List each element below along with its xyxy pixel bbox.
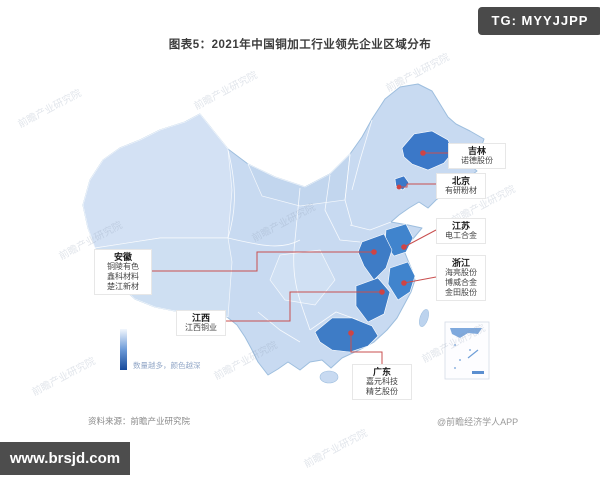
province-name: 广东 — [372, 367, 391, 377]
province-borders — [227, 119, 392, 343]
taiwan-island — [419, 309, 429, 327]
province-name: 吉林 — [467, 146, 486, 156]
label-guangdong: 广东 嘉元科技 精艺股份 — [352, 364, 412, 400]
province-zhejiang — [387, 261, 416, 301]
company-name: 嘉元科技 — [366, 377, 398, 386]
company-name: 海亮股份 — [445, 268, 477, 277]
marker-jiangsu — [401, 244, 407, 250]
label-jiangsu: 江苏 电工合金 — [436, 218, 486, 244]
company-name: 电工合金 — [445, 231, 477, 240]
marker-jilin — [420, 150, 426, 156]
marker-anhui — [371, 249, 377, 255]
marker-dots — [348, 150, 426, 336]
label-beijing: 北京 有研粉材 — [436, 173, 486, 199]
company-name: 博威合金 — [445, 278, 477, 287]
page-title: 图表5：2021年中国铜加工行业领先企业区域分布 — [168, 39, 432, 51]
company-name: 楚江新材 — [107, 282, 139, 291]
company-name: 江西铜业 — [185, 323, 217, 332]
province-guangdong — [314, 317, 379, 353]
legend-gradient-bar — [120, 329, 127, 370]
marker-guangdong — [348, 330, 354, 336]
province-name: 安徽 — [113, 252, 132, 262]
company-name: 金田股份 — [445, 288, 477, 297]
company-name: 有研粉材 — [445, 186, 477, 195]
credit-text: @前瞻经济学人APP — [437, 417, 519, 427]
connector-zhejiang — [403, 276, 437, 284]
connector-anhui — [150, 251, 374, 272]
connector-jiangxi — [222, 291, 382, 322]
connector-lines — [150, 152, 448, 366]
south-china-sea-inset — [444, 321, 490, 380]
marker-zhejiang — [401, 280, 407, 286]
province-anhui — [357, 233, 393, 281]
company-name: 鑫科材料 — [107, 272, 139, 281]
connector-jiangsu — [403, 229, 437, 248]
highlighted-provinces — [314, 130, 454, 353]
connector-beijing — [399, 183, 436, 188]
province-name: 浙江 — [451, 258, 470, 268]
label-anhui: 安徽 铜陵有色 鑫科材料 楚江新材 — [94, 249, 152, 295]
label-zhejiang: 浙江 海亮股份 博威合金 金田股份 — [436, 255, 486, 301]
province-name: 北京 — [451, 176, 470, 186]
marker-beijing — [396, 184, 402, 190]
company-name: 精艺股份 — [366, 387, 398, 396]
source-text: 资料来源：前瞻产业研究院 — [88, 416, 191, 426]
label-jilin: 吉林 诺德股份 — [448, 143, 506, 169]
province-jiangxi — [355, 277, 391, 323]
company-name: 铜陵有色 — [107, 262, 139, 271]
tg-badge: TG: MYYJJPP — [478, 7, 600, 35]
connector-guangdong — [350, 333, 383, 366]
marker-jiangxi — [379, 289, 385, 295]
province-name: 江苏 — [451, 221, 470, 231]
site-badge: www.brsjd.com — [0, 442, 130, 475]
hainan-island — [319, 370, 339, 384]
province-name: 江西 — [191, 313, 210, 323]
company-name: 诺德股份 — [461, 156, 493, 165]
legend-text: 数量越多，颜色越深 — [133, 361, 201, 370]
label-jiangxi: 江西 江西铜业 — [176, 310, 226, 336]
